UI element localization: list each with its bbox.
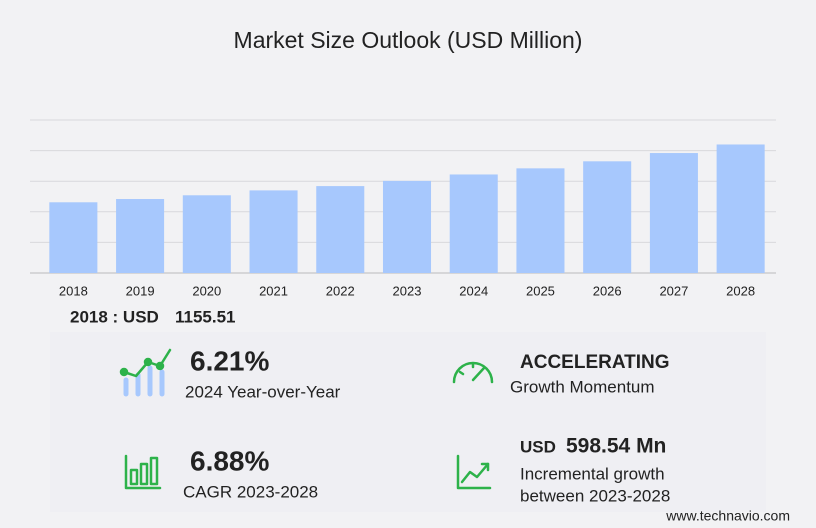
plot: 2018 2019 2020 2021 2022 2023 2024 2025 2026 2027… xyxy=(30,119,776,298)
stats-panel xyxy=(50,332,766,512)
bar xyxy=(716,144,765,273)
stat-value: 6.88% xyxy=(190,445,269,476)
x-tick-label: 2020 xyxy=(192,283,221,298)
stat-caption: Incremental growth xyxy=(520,464,665,483)
stat-value: ACCELERATING xyxy=(520,352,670,373)
stat-value: 6.21% xyxy=(190,345,269,376)
x-tick-label: 2021 xyxy=(259,283,288,298)
x-tick-label: 2022 xyxy=(326,283,355,298)
bar xyxy=(316,186,365,273)
stat-caption: 2024 Year-over-Year xyxy=(185,382,341,401)
highlight-label: 2018 : USD xyxy=(70,307,159,326)
x-tick-label: 2028 xyxy=(726,283,755,298)
bar xyxy=(649,153,698,273)
stat-caption: between 2023-2028 xyxy=(520,486,670,505)
highlight-value: 1155.51 xyxy=(175,307,236,326)
x-tick-label: 2025 xyxy=(526,283,555,298)
x-tick-label: 2026 xyxy=(593,283,622,298)
x-tick-label: 2023 xyxy=(393,283,422,298)
cagr-icon xyxy=(124,454,162,490)
bar xyxy=(249,190,298,273)
chart-title: Market Size Outlook (USD Million) xyxy=(234,27,583,53)
stat-value: 598.54 Mn xyxy=(566,435,666,458)
trend-icon xyxy=(456,454,492,490)
footer: www.technavio.com xyxy=(665,508,790,524)
x-tick-label: 2027 xyxy=(659,283,688,298)
x-tick-label: 2019 xyxy=(126,283,155,298)
x-tick-label: 2024 xyxy=(459,283,488,298)
bar xyxy=(182,195,231,273)
bar xyxy=(583,161,632,273)
bar xyxy=(382,180,432,273)
bar xyxy=(116,199,165,273)
x-tick-label: 2018 xyxy=(59,283,88,298)
gauge-icon xyxy=(452,361,494,384)
growth-icon xyxy=(119,348,172,397)
stat-unit: USD xyxy=(520,437,556,456)
bar xyxy=(449,174,498,273)
bar xyxy=(516,168,565,273)
stat-caption: Growth Momentum xyxy=(510,377,655,396)
stat-caption: CAGR 2023-2028 xyxy=(183,482,318,501)
bar xyxy=(49,202,98,273)
